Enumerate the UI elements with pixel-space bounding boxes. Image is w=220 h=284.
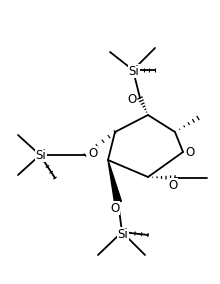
Text: O: O — [185, 145, 195, 158]
Text: O: O — [88, 147, 98, 160]
Text: Si: Si — [118, 227, 128, 241]
Text: O: O — [110, 202, 120, 214]
Text: Si: Si — [36, 149, 46, 162]
Text: O: O — [127, 93, 137, 105]
Text: Si: Si — [129, 64, 139, 78]
Text: O: O — [168, 179, 178, 191]
Polygon shape — [108, 160, 121, 203]
